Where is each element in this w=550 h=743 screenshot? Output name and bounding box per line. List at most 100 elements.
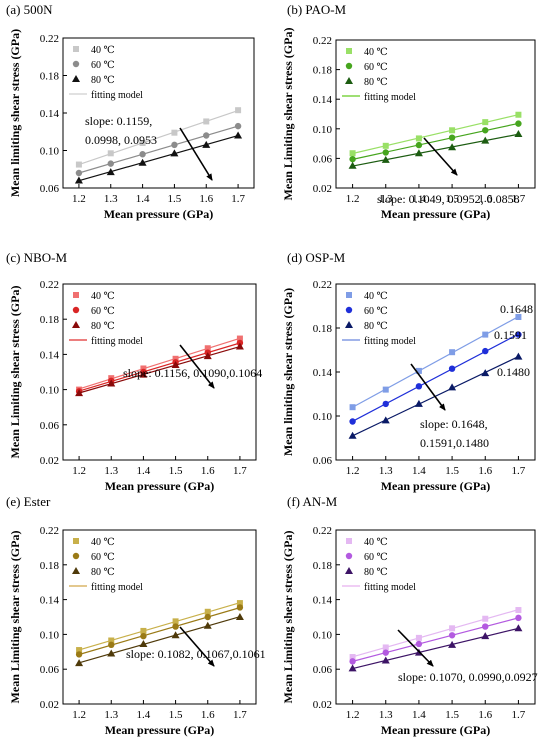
y-tick-label: 0.14	[313, 367, 333, 379]
fit-line	[352, 333, 519, 422]
legend-label: 60 ℃	[91, 306, 115, 317]
fit-line	[78, 616, 241, 664]
data-point	[449, 349, 456, 356]
x-tick-label: 1.7	[512, 465, 526, 477]
data-point	[448, 640, 457, 648]
fit-line	[78, 135, 239, 182]
data-point	[204, 345, 211, 352]
fit-line	[78, 602, 241, 651]
data-point	[235, 342, 244, 350]
legend-label: 40 ℃	[364, 537, 388, 548]
y-tick-label: 0.14	[40, 349, 60, 361]
legend-label: fitting model	[364, 92, 416, 103]
data-point	[140, 632, 147, 640]
y-tick-label: 0.10	[40, 629, 60, 641]
y-tick-label: 0.10	[313, 124, 333, 136]
x-tick-label: 1.3	[379, 193, 393, 205]
legend-marker	[73, 292, 79, 298]
x-tick-label: 1.4	[412, 709, 426, 721]
data-point	[348, 664, 357, 672]
legend-marker	[345, 77, 353, 84]
fit-line	[78, 109, 239, 166]
y-tick-label: 0.06	[313, 153, 333, 165]
data-point	[381, 155, 390, 163]
annotation-arrow	[179, 344, 215, 389]
data-point	[74, 176, 83, 184]
data-point	[235, 613, 244, 620]
x-tick-label: 1.5	[168, 193, 182, 205]
x-axis-label: Mean pressure (GPa)	[105, 723, 215, 737]
legend-marker	[345, 321, 353, 328]
x-tick-label: 1.2	[72, 193, 86, 205]
legend-label: 80 ℃	[91, 567, 115, 578]
y-tick-label: 0.02	[313, 183, 332, 195]
data-point	[204, 613, 211, 621]
legend-label: fitting model	[91, 336, 143, 347]
y-tick-label: 0.18	[40, 71, 60, 83]
legend-label: 80 ℃	[364, 77, 388, 88]
y-tick-label: 0.14	[313, 94, 333, 106]
data-point	[107, 649, 116, 657]
legend-label: fitting model	[91, 90, 143, 101]
x-tick-label: 1.3	[379, 709, 393, 721]
fit-line	[78, 346, 241, 394]
panel-6: (f) AN-M 1.2 1.3 1.4 1.5 1.6 1.7 0.02 0.06 0.10 0.…	[281, 494, 538, 737]
y-tick-label: 0.10	[40, 385, 60, 397]
y-tick-label: 0.18	[313, 65, 333, 77]
data-point	[382, 386, 389, 393]
data-point	[236, 335, 243, 342]
data-point	[349, 658, 356, 665]
data-point	[107, 150, 114, 157]
panel-3: (c) NBO-M 1.2 1.3 1.4 1.5 1.6 1.7 0.02 0.06 0.10 0…	[6, 250, 262, 493]
x-tick-label: 1.4	[412, 193, 426, 205]
fit-line	[352, 617, 519, 662]
y-tick-label: 0.10	[313, 411, 333, 423]
legend-marker	[72, 321, 80, 328]
panel-title: (d) OSP-M	[287, 250, 346, 265]
data-point	[236, 604, 244, 611]
y-tick-label: 0.10	[313, 629, 333, 641]
data-point	[482, 119, 489, 126]
legend-marker	[72, 567, 80, 574]
panel-title: (b) PAO-M	[287, 2, 347, 17]
data-point	[515, 607, 522, 614]
data-point	[172, 618, 179, 625]
legend-label: 60 ℃	[364, 306, 388, 317]
data-point	[106, 168, 115, 176]
data-point	[481, 136, 490, 144]
y-axis-label: Mean limiting shear stress (GPa)	[281, 288, 295, 456]
data-point	[202, 140, 211, 148]
data-point	[140, 627, 147, 634]
data-point	[76, 647, 83, 654]
data-point	[138, 158, 147, 166]
y-axis-label: Mean limiting shear stress (GPa)	[8, 29, 22, 197]
data-point	[482, 615, 489, 622]
legend-marker	[345, 567, 353, 574]
data-point	[515, 120, 522, 127]
fit-line	[78, 342, 241, 392]
legend-label: 60 ℃	[364, 552, 388, 563]
data-point	[172, 623, 179, 630]
x-tick-label: 1.6	[201, 709, 215, 721]
x-tick-label: 1.3	[104, 465, 118, 477]
data-point	[448, 365, 456, 372]
legend-label: 80 ℃	[91, 75, 115, 86]
y-tick-label: 0.14	[40, 108, 60, 120]
legend-label: 40 ℃	[91, 45, 115, 56]
y-axis-label: Mean Limiting shear stress (GPa)	[281, 28, 295, 201]
y-axis-label: Mean Limiting shear stress (GPa)	[8, 531, 22, 704]
data-point	[204, 608, 211, 615]
data-point	[515, 314, 522, 320]
y-tick-label: 0.02	[40, 455, 59, 467]
data-point	[108, 637, 115, 644]
data-point	[139, 151, 146, 158]
legend-marker	[72, 306, 80, 314]
data-point	[203, 621, 212, 629]
y-tick-label: 0.22	[313, 35, 332, 47]
legend-marker	[72, 552, 80, 560]
fit-line	[352, 114, 519, 155]
y-tick-label: 0.06	[40, 664, 60, 676]
x-tick-label: 1.2	[72, 709, 86, 721]
data-point	[514, 352, 523, 360]
